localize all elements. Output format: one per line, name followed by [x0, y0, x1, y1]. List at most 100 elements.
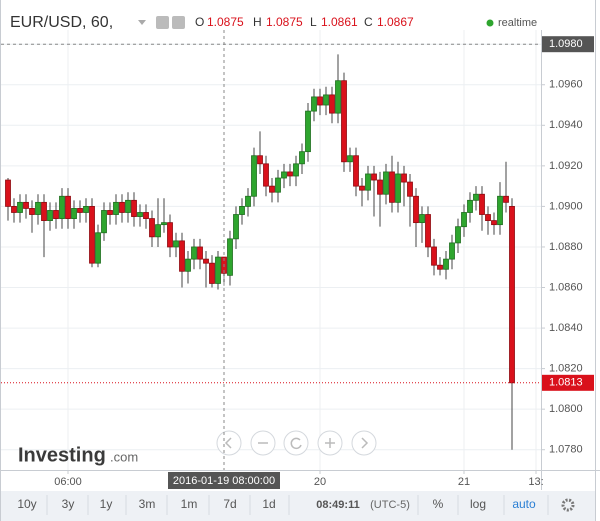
candle-body	[383, 171, 389, 195]
candle-body	[245, 195, 251, 207]
candle-body	[503, 195, 509, 203]
ohlc-value: 1.0861	[321, 15, 358, 29]
candle-body	[467, 199, 473, 213]
candle-body	[119, 201, 125, 213]
reset[interactable]	[283, 430, 309, 456]
y-tick-label: 1.0960	[549, 79, 583, 91]
candle-body	[95, 232, 101, 264]
candle-body	[473, 193, 479, 201]
toolbar	[1, 491, 595, 521]
scroll-left[interactable]	[216, 430, 242, 456]
candle-body	[281, 171, 287, 179]
ohlc-value: 1.0875	[266, 15, 303, 29]
crosshair-y-label: 1.0980	[549, 38, 583, 50]
candle-body	[431, 246, 437, 266]
symbol[interactable]: EUR/USD, 60,	[10, 14, 113, 31]
toolbar-items: 10y 3y 1y 3m 1m 7d 1d 08:49:11 (UTC-5)% log auto	[17, 495, 575, 515]
range-button[interactable]: 3m	[139, 497, 156, 511]
ohlc-label: O	[195, 15, 204, 29]
candle-body	[5, 179, 11, 207]
icon	[224, 437, 232, 449]
y-tick-label: 1.0920	[549, 160, 583, 172]
range-button[interactable]: 1m	[181, 497, 198, 511]
settings-button[interactable]	[561, 498, 575, 512]
range-button[interactable]: 1d	[262, 497, 275, 511]
logo-suffix: .com	[110, 449, 138, 464]
candle-body	[401, 173, 407, 183]
candle-body	[413, 195, 419, 224]
range-button[interactable]: 10y	[17, 497, 36, 511]
option-button[interactable]: %	[433, 497, 444, 511]
nav-buttons	[216, 430, 377, 456]
ohlc-label: C	[364, 15, 373, 29]
range-button[interactable]: 7d	[223, 497, 236, 511]
indicator-icon[interactable]	[172, 16, 185, 29]
y-tick-label: 1.0900	[549, 200, 583, 212]
crosshair-y-box	[542, 36, 594, 53]
ohlc-value: 1.0867	[377, 15, 414, 29]
candle-body	[11, 206, 17, 213]
ohlc-value: 1.0875	[207, 15, 244, 29]
y-tick-label: 1.0780	[549, 444, 583, 456]
candle-body	[437, 264, 443, 270]
scroll-right[interactable]	[351, 430, 377, 456]
candle-body	[53, 210, 59, 219]
candle-body	[185, 258, 191, 272]
candle-body	[251, 155, 257, 197]
option-button[interactable]: auto	[512, 497, 536, 511]
range-button[interactable]: 3y	[62, 497, 75, 511]
range-button[interactable]: 1y	[100, 497, 113, 511]
candle-body	[263, 163, 269, 187]
option-button[interactable]: log	[470, 497, 486, 511]
candle-body	[389, 171, 395, 203]
crosshair-x-label: 2016-01-19 08:00:00	[173, 475, 275, 487]
ohlc-label: H	[253, 15, 262, 29]
y-tick-label: 1.0840	[549, 322, 583, 334]
candle-body	[455, 226, 461, 244]
candle-body	[47, 210, 53, 221]
y-tick-label: 1.0820	[549, 363, 583, 375]
candle-body	[59, 195, 65, 219]
candle-body	[161, 222, 167, 226]
candle-body	[395, 173, 401, 203]
y-tick-label: 1.0860	[549, 281, 583, 293]
candle-body	[299, 151, 305, 165]
crosshair-x-box	[168, 472, 280, 489]
icon	[361, 437, 369, 449]
y-tick-label: 1.0800	[549, 403, 583, 415]
candle-body	[65, 195, 71, 219]
dropdown-arrow[interactable]	[138, 20, 146, 25]
candle-body	[377, 179, 383, 195]
logo: Investing	[18, 444, 106, 466]
status: realtime	[498, 17, 537, 29]
candle-body	[317, 96, 323, 106]
ohlc-label: L	[310, 15, 317, 29]
candle-body	[293, 163, 299, 177]
candle-body	[275, 177, 281, 193]
settings-icon[interactable]	[156, 16, 169, 29]
candle-body	[23, 201, 29, 209]
candle-body	[149, 218, 155, 238]
candle-body	[449, 242, 455, 260]
clock: 08:49:11	[316, 499, 359, 511]
candle-body	[311, 96, 317, 112]
candle-body	[179, 240, 185, 272]
candle-body	[329, 94, 335, 114]
candle-body	[137, 212, 143, 217]
icon	[325, 438, 335, 448]
candle-body	[491, 220, 497, 226]
candle-body	[107, 210, 113, 215]
candle-body	[143, 212, 149, 219]
candle-body	[335, 80, 341, 114]
candle-body	[287, 171, 293, 177]
candle-body	[203, 258, 209, 264]
candle-body	[461, 212, 467, 228]
candle-body	[371, 173, 377, 181]
nav-icons	[224, 437, 369, 450]
candle-body	[209, 262, 215, 284]
status-dot	[486, 19, 494, 27]
x-tick-label: 21	[458, 476, 470, 488]
candle-body	[425, 214, 431, 248]
candle-body	[131, 199, 137, 217]
